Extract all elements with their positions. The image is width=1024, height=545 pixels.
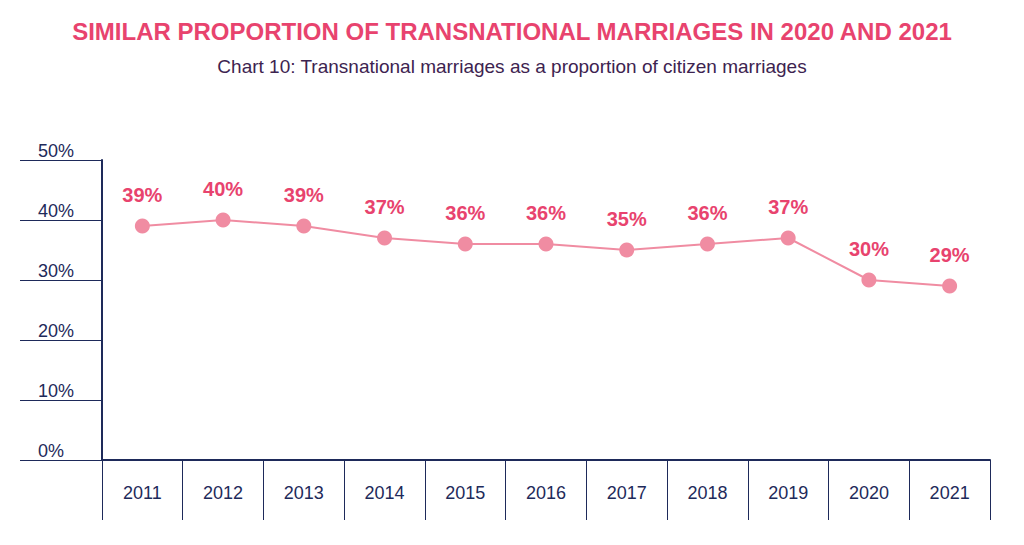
svg-text:2016: 2016: [526, 483, 566, 503]
svg-text:SIMILAR PROPORTION OF TRANSNAT: SIMILAR PROPORTION OF TRANSNATIONAL MARR…: [72, 18, 952, 45]
svg-text:37%: 37%: [365, 196, 405, 218]
svg-text:29%: 29%: [930, 244, 970, 266]
svg-text:Chart 10: Transnational marria: Chart 10: Transnational marriages as a p…: [217, 56, 806, 77]
svg-text:2015: 2015: [445, 483, 485, 503]
svg-text:37%: 37%: [768, 196, 808, 218]
svg-text:2017: 2017: [607, 483, 647, 503]
svg-text:39%: 39%: [122, 184, 162, 206]
svg-text:2013: 2013: [284, 483, 324, 503]
svg-text:2012: 2012: [203, 483, 243, 503]
svg-text:36%: 36%: [445, 202, 485, 224]
svg-text:2021: 2021: [930, 483, 970, 503]
svg-text:30%: 30%: [38, 261, 74, 281]
svg-text:2019: 2019: [768, 483, 808, 503]
svg-text:2020: 2020: [849, 483, 889, 503]
svg-text:40%: 40%: [203, 178, 243, 200]
svg-text:2011: 2011: [123, 483, 162, 503]
svg-text:40%: 40%: [38, 201, 74, 221]
svg-text:30%: 30%: [849, 238, 889, 260]
svg-text:36%: 36%: [526, 202, 566, 224]
svg-text:50%: 50%: [38, 141, 74, 161]
svg-text:39%: 39%: [284, 184, 324, 206]
svg-text:20%: 20%: [38, 321, 74, 341]
svg-text:35%: 35%: [607, 208, 647, 230]
svg-text:0%: 0%: [38, 441, 64, 461]
svg-text:2014: 2014: [365, 483, 405, 503]
svg-text:10%: 10%: [38, 381, 74, 401]
svg-text:36%: 36%: [687, 202, 727, 224]
svg-text:2018: 2018: [687, 483, 727, 503]
